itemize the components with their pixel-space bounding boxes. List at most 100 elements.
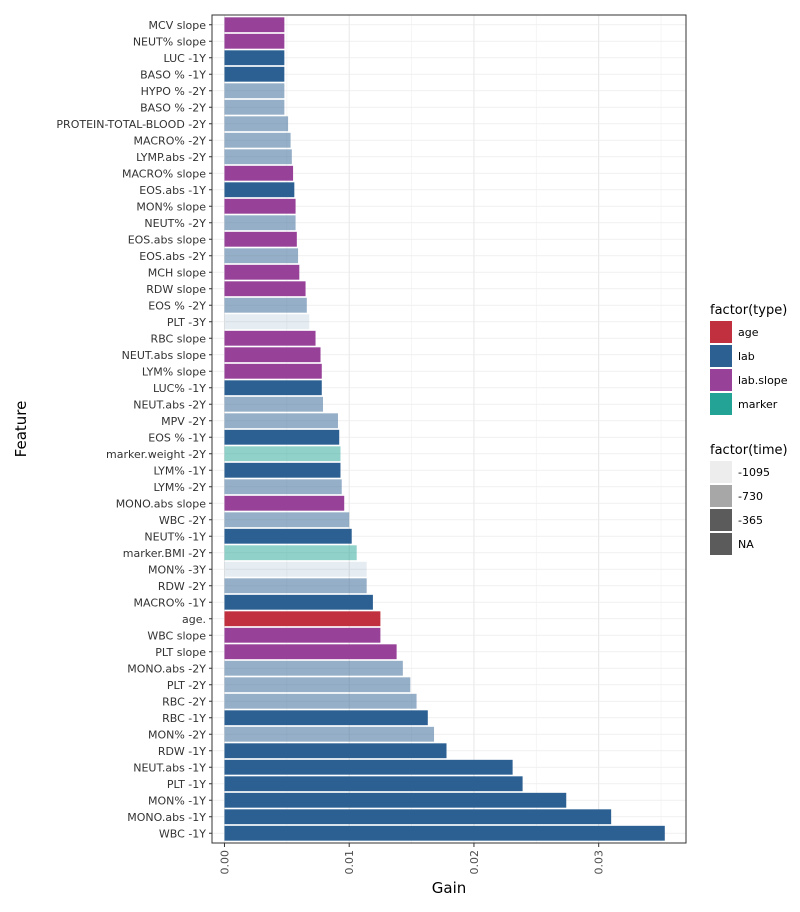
y-tick-label: LYM% -1Y bbox=[153, 464, 206, 477]
y-tick-label: WBC slope bbox=[147, 629, 206, 642]
bar bbox=[224, 281, 306, 297]
bar bbox=[224, 825, 665, 841]
legend-type-key bbox=[710, 321, 732, 343]
bar bbox=[224, 149, 292, 165]
y-tick-label: MCV slope bbox=[149, 19, 207, 32]
y-tick-label: MONO.abs slope bbox=[116, 497, 207, 510]
y-tick-label: NEUT.abs -2Y bbox=[133, 398, 206, 411]
x-tick-label: 0.00 bbox=[218, 850, 231, 875]
y-tick-label: EOS.abs -1Y bbox=[139, 184, 206, 197]
plot-panel-border bbox=[211, 14, 687, 844]
bar bbox=[224, 495, 345, 511]
bar bbox=[224, 792, 567, 808]
bar bbox=[224, 99, 285, 115]
y-tick-label: WBC -1Y bbox=[159, 827, 206, 840]
bar bbox=[224, 413, 338, 429]
bar bbox=[224, 512, 350, 528]
bar bbox=[224, 83, 285, 99]
y-tick-label: NEUT% slope bbox=[133, 35, 206, 48]
y-tick-label: BASO % -2Y bbox=[140, 101, 206, 114]
y-tick-label: marker.BMI -2Y bbox=[123, 547, 206, 560]
bar bbox=[224, 17, 285, 33]
bar bbox=[224, 776, 523, 792]
bar bbox=[224, 347, 321, 363]
y-tick-label: PLT -2Y bbox=[167, 679, 206, 692]
x-tick-label: 0.02 bbox=[468, 850, 481, 875]
y-tick-label: RBC slope bbox=[151, 332, 207, 345]
y-tick-label: RBC -2Y bbox=[162, 695, 206, 708]
legend-time-label: -730 bbox=[738, 490, 763, 503]
legend-time-key bbox=[710, 461, 732, 483]
bar bbox=[224, 330, 316, 346]
legend-type-title: factor(type) bbox=[710, 303, 787, 318]
y-tick-label: MPV -2Y bbox=[161, 415, 206, 428]
bars-group bbox=[224, 17, 665, 841]
legend-time-key bbox=[710, 509, 732, 531]
bar bbox=[224, 611, 381, 627]
y-tick-label: PLT -3Y bbox=[167, 316, 206, 329]
bar bbox=[224, 380, 322, 396]
legend-time-label: -1095 bbox=[738, 466, 770, 479]
y-tick-label: PLT slope bbox=[155, 646, 206, 659]
bar bbox=[224, 231, 297, 247]
legend-time-label: -365 bbox=[738, 514, 763, 527]
y-tick-label: RDW -2Y bbox=[158, 580, 206, 593]
legend-type-key bbox=[710, 369, 732, 391]
y-tick-label: MONO.abs -1Y bbox=[127, 811, 206, 824]
y-tick-label: RBC -1Y bbox=[162, 712, 206, 725]
y-tick-label: MCH slope bbox=[148, 266, 206, 279]
bar bbox=[224, 809, 612, 825]
legend-type-label: age bbox=[738, 326, 759, 339]
legend-time-key bbox=[710, 485, 732, 507]
y-tick-label: NEUT% -2Y bbox=[144, 217, 206, 230]
legend-type-key bbox=[710, 345, 732, 367]
y-tick-label: MACRO% -2Y bbox=[134, 134, 207, 147]
y-tick-label: LYMP.abs -2Y bbox=[136, 151, 206, 164]
bar bbox=[224, 182, 295, 198]
bar bbox=[224, 297, 307, 313]
legend-time-title: factor(time) bbox=[710, 443, 788, 458]
legend-type-key bbox=[710, 393, 732, 415]
y-tick-label: age. bbox=[182, 613, 206, 626]
bar bbox=[224, 66, 285, 82]
y-tick-labels: MCV slope NEUT% slope LUC -1Y BASO % -1Y HYP… bbox=[56, 19, 212, 840]
bar bbox=[224, 528, 352, 544]
bar bbox=[224, 743, 447, 759]
bar bbox=[224, 759, 513, 775]
bar bbox=[224, 132, 291, 148]
y-tick-label: MONO.abs -2Y bbox=[127, 662, 206, 675]
legend-type-label: marker bbox=[738, 398, 778, 411]
bar bbox=[224, 198, 296, 214]
y-tick-label: MON% -3Y bbox=[148, 563, 206, 576]
y-tick-label: WBC -2Y bbox=[159, 514, 206, 527]
y-tick-label: MON% -1Y bbox=[148, 794, 206, 807]
y-axis-title: Feature bbox=[12, 401, 30, 458]
y-tick-label: MACRO% slope bbox=[122, 167, 206, 180]
x-tick-label: 0.03 bbox=[593, 850, 606, 875]
x-axis-title: Gain bbox=[432, 879, 467, 897]
y-tick-label: NEUT% -1Y bbox=[144, 530, 206, 543]
y-tick-label: NEUT.abs -1Y bbox=[133, 761, 206, 774]
y-tick-label: RDW -1Y bbox=[158, 745, 206, 758]
y-tick-label: LYM% -2Y bbox=[153, 481, 206, 494]
y-tick-label: EOS % -2Y bbox=[148, 299, 206, 312]
x-tick-label: 0.01 bbox=[343, 850, 356, 875]
bar bbox=[224, 33, 285, 49]
bar bbox=[224, 594, 373, 610]
bar bbox=[224, 479, 342, 495]
y-tick-label: PROTEIN-TOTAL-BLOOD -2Y bbox=[56, 118, 206, 131]
bar bbox=[224, 693, 417, 709]
y-tick-label: LUC% -1Y bbox=[153, 382, 206, 395]
y-tick-label: LYM% slope bbox=[142, 365, 206, 378]
bar bbox=[224, 644, 397, 660]
bar bbox=[224, 726, 435, 742]
bar bbox=[224, 396, 324, 412]
bar bbox=[224, 50, 285, 66]
bar bbox=[224, 462, 341, 478]
y-tick-label: BASO % -1Y bbox=[140, 68, 206, 81]
bar bbox=[224, 165, 294, 181]
bar bbox=[224, 248, 299, 264]
legend-type-label: lab bbox=[738, 350, 755, 363]
bar bbox=[224, 710, 428, 726]
